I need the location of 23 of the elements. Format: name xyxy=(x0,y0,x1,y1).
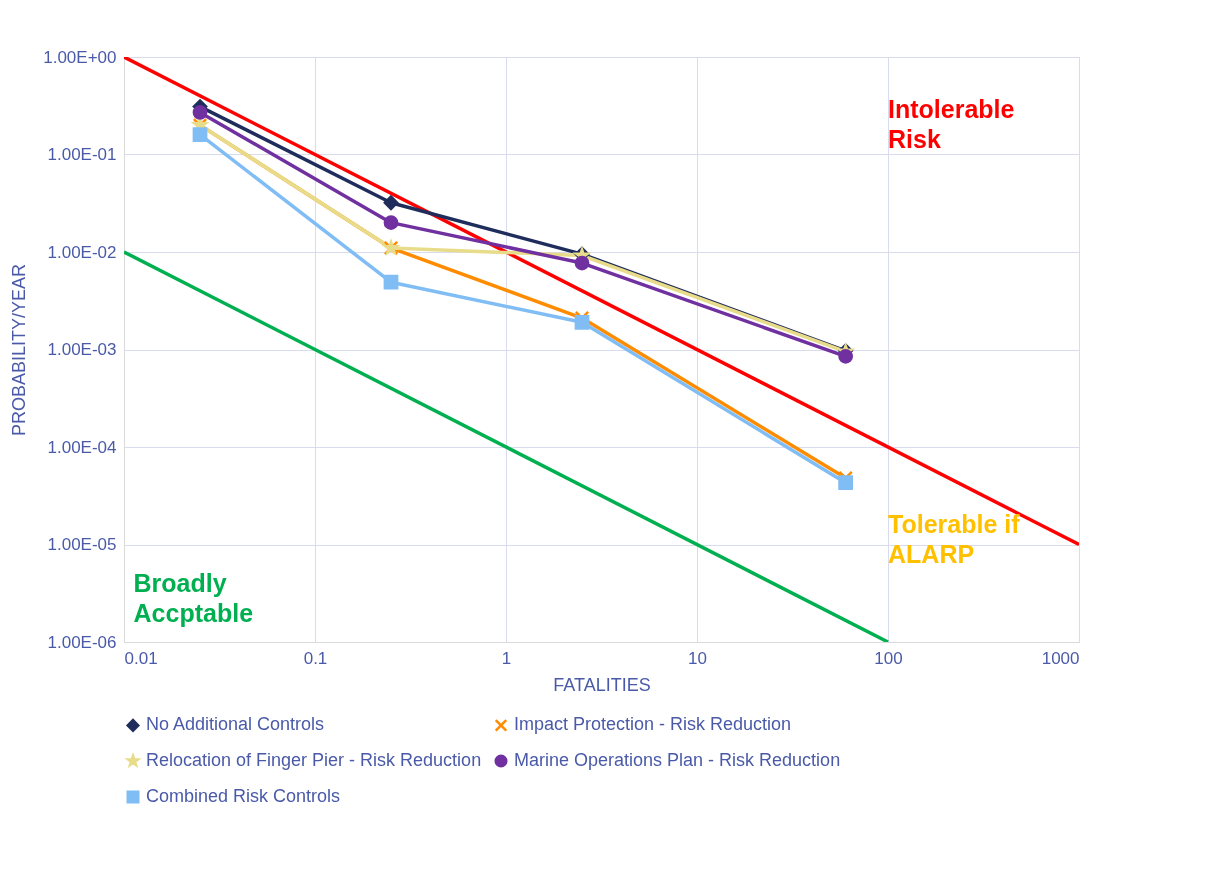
x-tick-label: 10 xyxy=(688,648,707,668)
legend-label: No Additional Controls xyxy=(146,714,325,735)
legend-label: Relocation of Finger Pier - Risk Reduction xyxy=(146,750,482,770)
x-axis-title: FATALITIES xyxy=(553,674,651,695)
x-tick-label: 0.1 xyxy=(303,648,328,668)
y-tick-label: 1.00E-02 xyxy=(47,242,117,262)
legend-label: Marine Operations Plan - Risk Reduction xyxy=(514,750,841,770)
y-tick-label: 1.00E-06 xyxy=(47,632,117,652)
x-tick-label: 1000 xyxy=(1041,648,1080,668)
y-tick-label: 1.00E-04 xyxy=(47,437,117,457)
legend-label: Impact Protection - Risk Reduction xyxy=(514,714,792,735)
x-tick-label: 0.01 xyxy=(124,648,158,668)
y-tick-label: 1.00E+00 xyxy=(43,47,117,67)
y-axis-title: PROBABILITY/YEAR xyxy=(9,263,30,437)
y-tick-label: 1.00E-05 xyxy=(47,535,117,554)
annotation: Broadly Accptable xyxy=(133,568,254,627)
annotation: Tolerable if ALARP xyxy=(888,510,1021,569)
x-tick-label: 100 xyxy=(874,648,903,668)
y-tick-label: 1.00E-01 xyxy=(47,145,117,164)
x-tick-label: 1 xyxy=(501,648,512,668)
legend-label: Combined Risk Controls xyxy=(146,786,341,806)
y-tick-label: 1.00E-03 xyxy=(47,340,117,359)
annotation: Intolerable Risk xyxy=(888,94,1015,153)
